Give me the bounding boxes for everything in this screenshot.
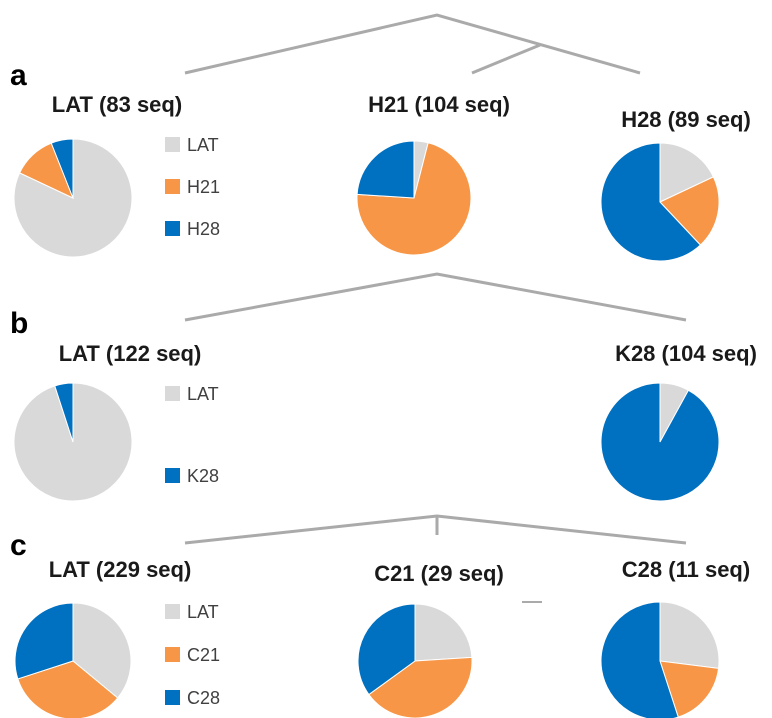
pie-c28-11-seq: C28 (11 seq) (600, 557, 750, 718)
pie-title: H21 (104 seq) (368, 92, 510, 117)
legend-label-h28: H28 (187, 219, 220, 239)
legend-label-c28: C28 (187, 688, 220, 708)
legend-swatch-k28 (165, 468, 180, 483)
legend-label-h21: H21 (187, 177, 220, 197)
pie-title: LAT (229 seq) (49, 557, 192, 582)
pie-title: H28 (89 seq) (621, 107, 751, 132)
legend-label-c21: C21 (187, 645, 220, 665)
panels: a LAT (83 seq) H21 (104 seq) H28 (89 seq) LA… (10, 59, 757, 718)
pie-slice-lat (659, 601, 720, 669)
pie-slice-lat (414, 603, 473, 662)
pie-title: LAT (122 seq) (59, 341, 202, 366)
pie-slice-h28 (50, 138, 74, 199)
tree-line-a (184, 13, 641, 75)
legend-swatch-c28 (165, 690, 180, 705)
pie-title: LAT (83 seq) (52, 92, 182, 117)
legend: LAT K28 (165, 384, 219, 486)
legend-swatch-h21 (165, 179, 180, 194)
pie-slice-k28 (600, 382, 720, 502)
pie-title: C28 (11 seq) (622, 557, 750, 582)
pie-lat-83-seq: LAT (83 seq) (13, 92, 182, 258)
tree-line-b (184, 272, 687, 322)
legend: LAT C21 C28 (165, 602, 220, 708)
pie-slice-c28 (357, 603, 416, 696)
panel-b: b LAT (122 seq) K28 (104 seq) LAT K28 (10, 307, 757, 502)
pie-lat-122-seq: LAT (122 seq) (13, 341, 202, 502)
panel-letter: c (10, 529, 27, 562)
legend-label-k28: K28 (187, 466, 219, 486)
pie-title: C21 (29 seq) (374, 561, 504, 586)
legend-swatch-lat (165, 386, 180, 401)
pie-slice-lat (659, 142, 715, 203)
tree-lines (184, 13, 687, 603)
legend-swatch-lat (165, 604, 180, 619)
pie-slice-h28 (600, 142, 702, 262)
pie-slice-h21 (356, 142, 472, 256)
legend-label-lat: LAT (187, 135, 219, 155)
pie-slice-lat (13, 138, 133, 258)
legend-swatch-h28 (165, 221, 180, 236)
pie-slice-c28 (600, 601, 679, 718)
pie-slice-c21 (368, 656, 473, 718)
legend-swatch-c21 (165, 647, 180, 662)
panel-c: c LAT (229 seq) C21 (29 seq) C28 (11 seq) LA… (10, 529, 750, 718)
pie-slice-h28 (356, 140, 415, 199)
pie-h21-104-seq: H21 (104 seq) (356, 92, 510, 256)
panel-letter: a (10, 59, 27, 92)
pie-slice-c28 (14, 602, 74, 680)
legend: LAT H21 H28 (165, 135, 220, 239)
pie-slice-lat (72, 602, 132, 699)
pie-slice-lat (13, 382, 133, 502)
tree-line-a-branch (471, 43, 541, 75)
legend-label-lat: LAT (187, 602, 219, 622)
panel-letter: b (10, 307, 28, 340)
pie-title: K28 (104 seq) (615, 341, 757, 366)
pie-lat-229-seq: LAT (229 seq) (14, 557, 192, 718)
pie-h28-89-seq: H28 (89 seq) (600, 107, 751, 262)
pie-k28-104-seq: K28 (104 seq) (600, 341, 757, 502)
panel-a: a LAT (83 seq) H21 (104 seq) H28 (89 seq) LA… (10, 59, 751, 262)
legend-label-lat: LAT (187, 384, 219, 404)
pie-slice-c21 (659, 660, 720, 718)
pie-slice-k28 (54, 382, 74, 443)
legend-swatch-lat (165, 137, 180, 152)
pie-slice-h21 (659, 176, 720, 246)
pie-c21-29-seq: C21 (29 seq) (357, 561, 504, 718)
